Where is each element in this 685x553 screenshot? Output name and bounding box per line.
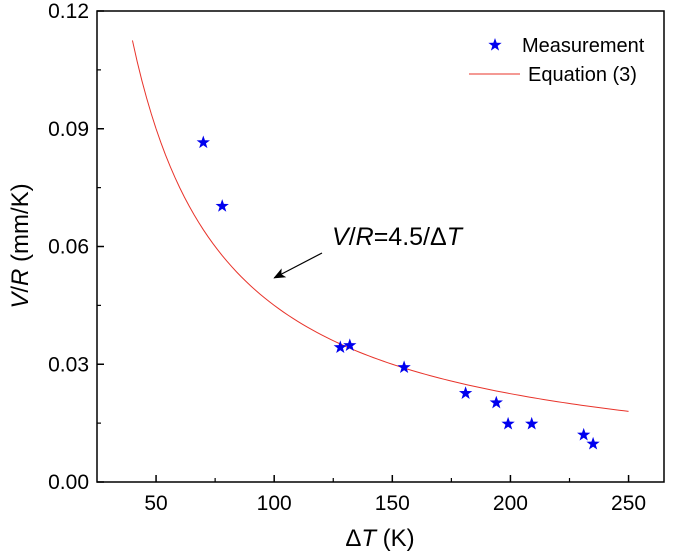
legend-label-equation: Equation (3) — [528, 64, 637, 86]
measurement-point — [397, 360, 411, 374]
measurement-point — [458, 386, 473, 399]
measurement-point — [489, 395, 503, 409]
measurement-point — [577, 427, 591, 441]
x-tick-label: 50 — [144, 492, 167, 515]
y-tick-label: 0.00 — [48, 471, 89, 494]
measurement-point — [586, 436, 600, 450]
measurement-points — [196, 135, 600, 450]
equation-curve — [131, 40, 629, 412]
y-tick-label: 0.12 — [48, 0, 89, 23]
measurement-point — [343, 338, 357, 352]
measurement-point — [196, 135, 210, 149]
y-tick-label: 0.09 — [48, 118, 89, 141]
measurement-point — [501, 416, 515, 430]
x-axis-title: ΔT (K) — [345, 525, 414, 552]
measurement-point — [525, 416, 539, 430]
x-tick-label: 250 — [611, 492, 646, 515]
x-axis-ticks: 50 100 150 200 250 — [144, 475, 646, 515]
legend-star-marker — [488, 38, 502, 51]
measurement-point — [215, 199, 229, 212]
y-axis-title: V/R (mm/K) — [7, 183, 34, 308]
legend-label-measurement: Measurement — [522, 35, 645, 57]
x-tick-label: 150 — [375, 492, 410, 515]
x-tick-label: 200 — [493, 492, 528, 515]
y-tick-label: 0.03 — [48, 353, 89, 376]
equation-annotation: V/R=4.5/ΔT — [332, 223, 464, 251]
annotation-arrow — [273, 252, 323, 279]
x-tick-label: 100 — [257, 492, 292, 515]
legend: Measurement Equation (3) — [469, 35, 645, 86]
y-tick-label: 0.06 — [48, 236, 89, 259]
y-axis-ticks: 0.00 0.03 0.06 0.09 0.12 — [48, 0, 104, 494]
